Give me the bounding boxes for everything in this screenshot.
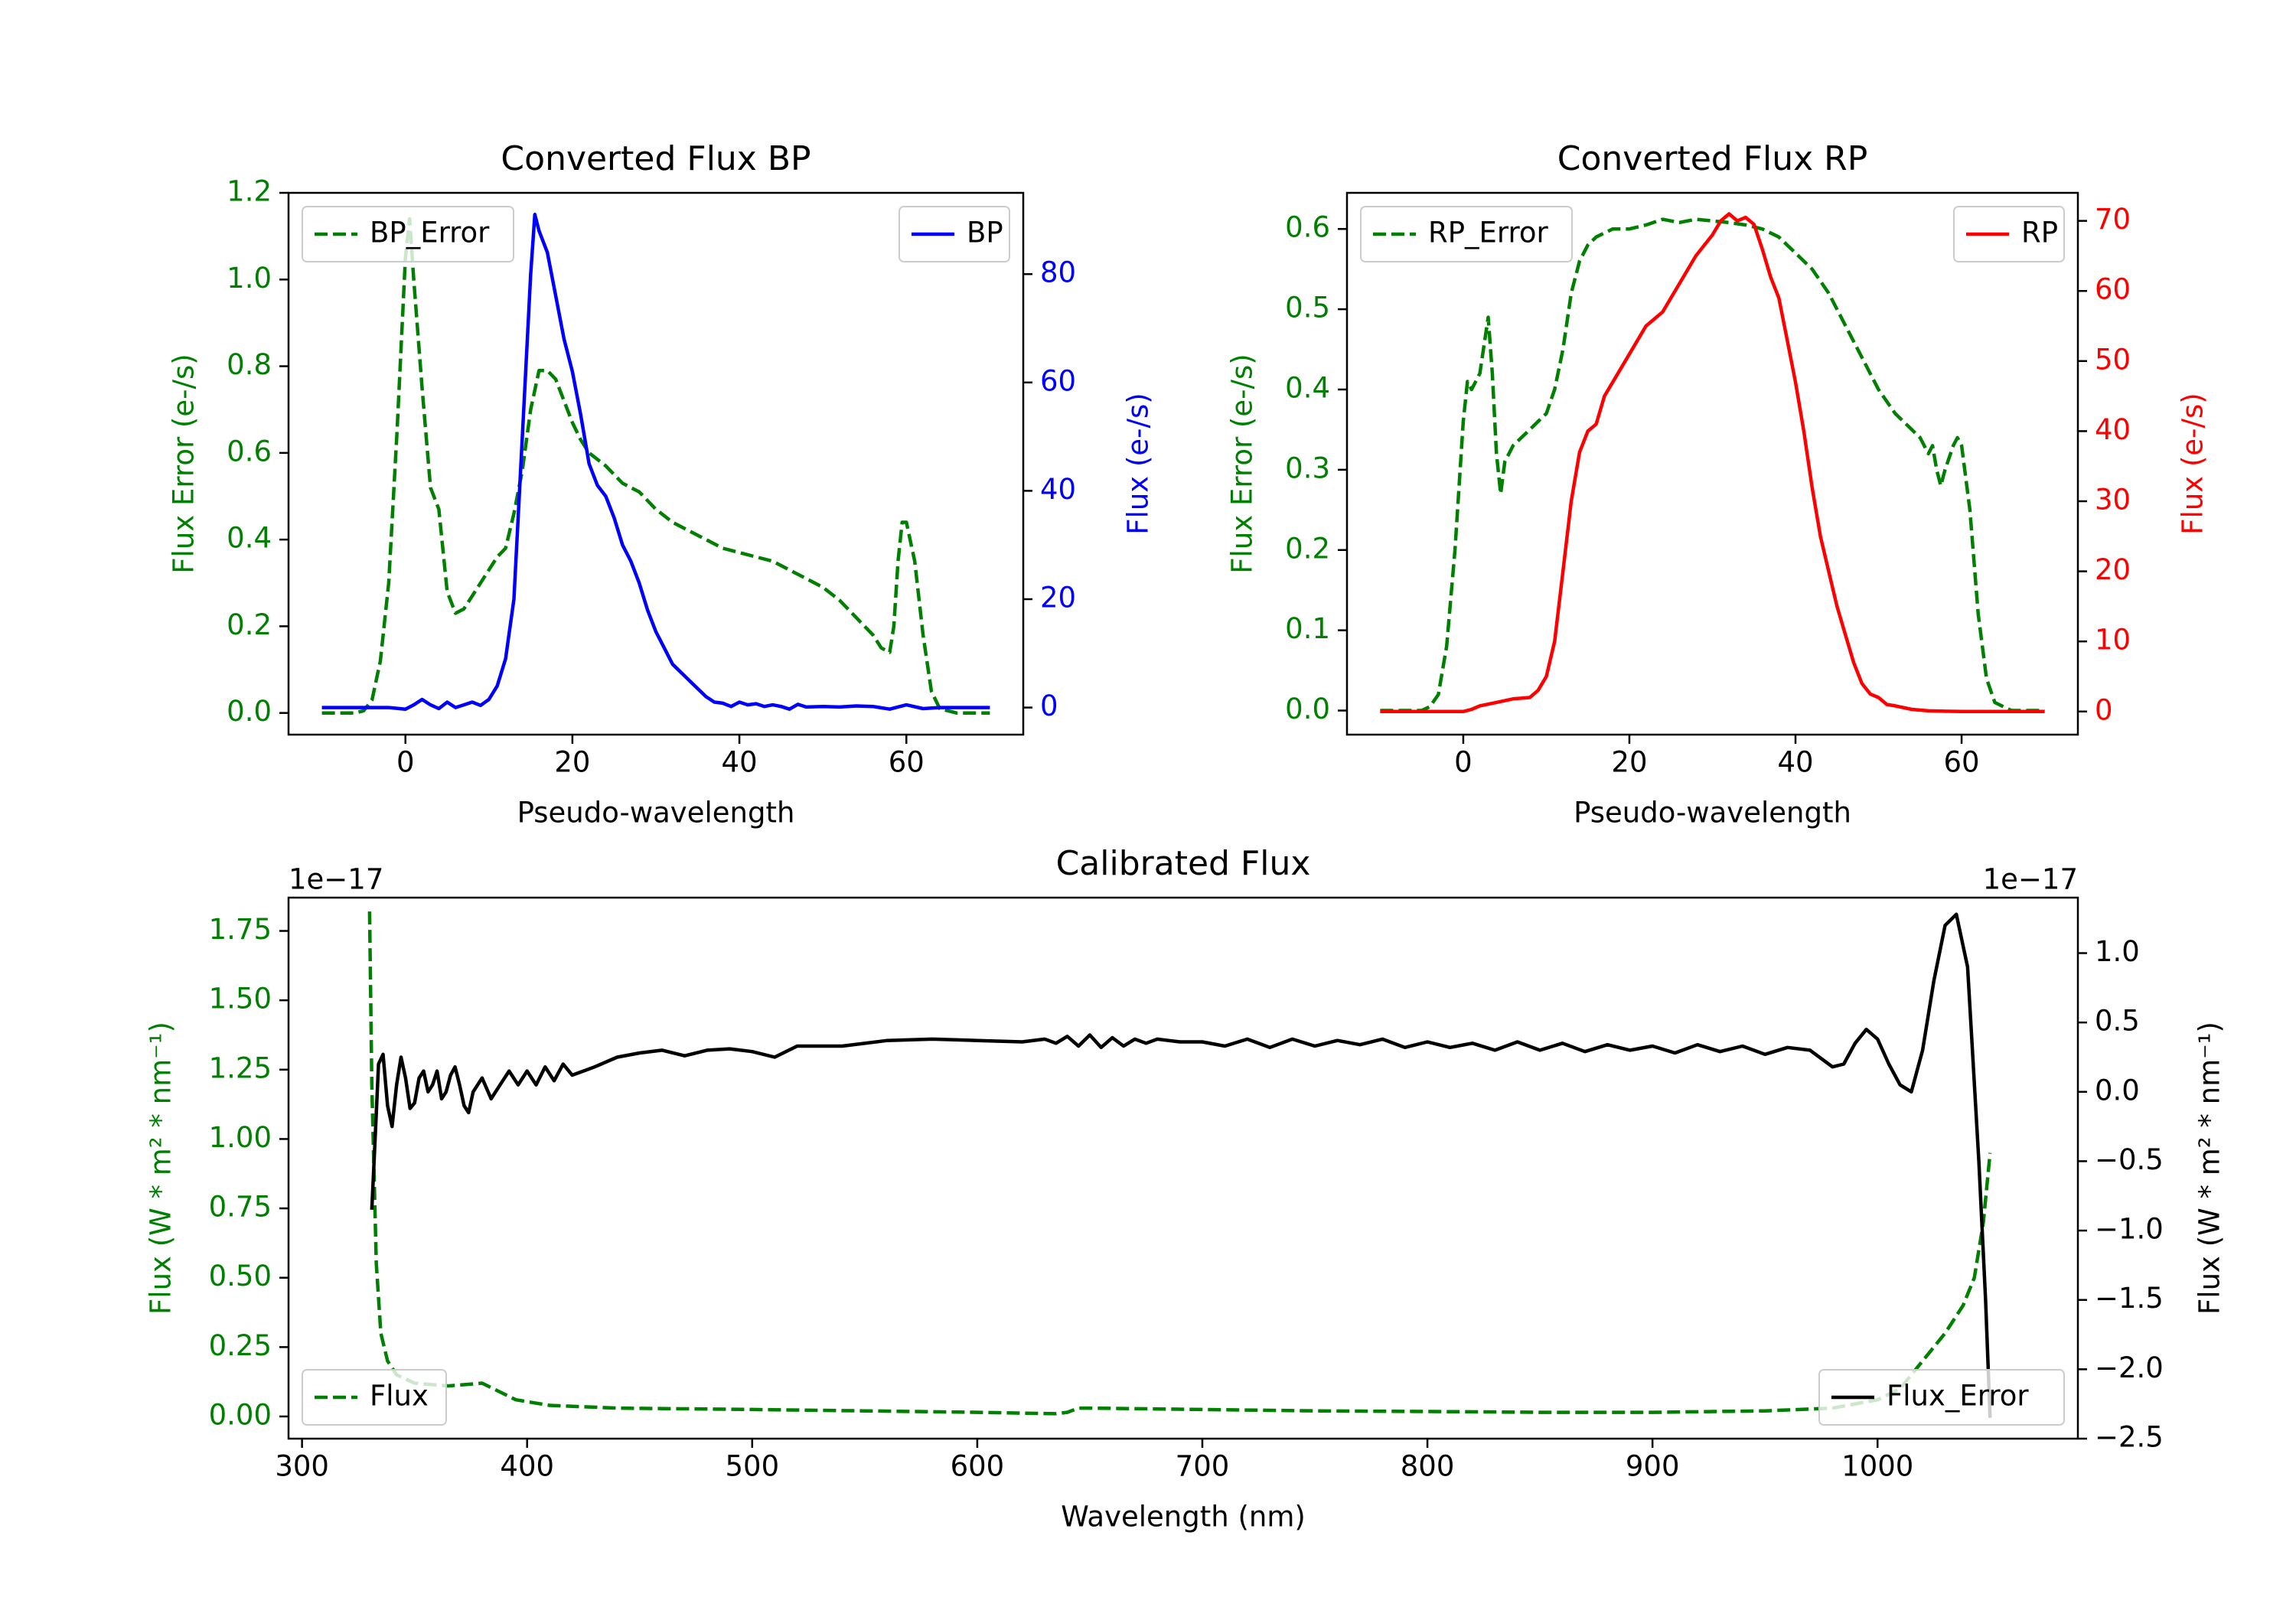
bp-y-left-tick-label: 0.4 (227, 522, 272, 555)
cal-y-left-tick-label: 1.50 (209, 983, 272, 1015)
rp-y-right-tick-label: 10 (2095, 624, 2131, 657)
rp-y-left-tick-label: 0.1 (1285, 612, 1330, 645)
rp-y-right-tick-label: 30 (2095, 484, 2131, 517)
bp-legend-label: BP_Error (370, 217, 490, 249)
cal-y-right-tick-label: −1.0 (2095, 1213, 2164, 1246)
cal-offset-left: 1e−17 (289, 863, 383, 896)
bp-x-axis-label: Pseudo-wavelength (517, 797, 795, 830)
rp-x-tick-label: 40 (1777, 746, 1813, 779)
bp-series-bp-line (321, 213, 990, 711)
bp-x-tick-label: 20 (554, 746, 590, 779)
cal-y-left-tick-label: 1.25 (209, 1051, 272, 1084)
bp-legend-box (302, 206, 514, 262)
rp-x-tick-label: 20 (1611, 746, 1647, 779)
cal-y-left-tick-label: 0.75 (209, 1191, 272, 1224)
bp-y-right-tick-label: 20 (1040, 582, 1076, 614)
rp-y-left-tick-label: 0.4 (1285, 371, 1330, 404)
rp-y-right-tick-label: 70 (2095, 203, 2131, 236)
cal-y-right-tick-label: −2.0 (2095, 1351, 2164, 1384)
bp-legend-label: BP (967, 217, 1003, 249)
cal-y-left-tick-label: 1.75 (209, 913, 272, 946)
rp-y-right-tick-label: 0 (2095, 693, 2113, 726)
bp-y-left-tick-label: 1.2 (227, 175, 272, 208)
rp-series-rp-error-line (1380, 217, 2045, 712)
bp-y-left-tick-label: 0.6 (227, 435, 272, 468)
cal-y-right-axis-label: Flux (W * m² * nm⁻¹) (2193, 1022, 2226, 1315)
cal-y-right-tick-label: 0.0 (2095, 1074, 2140, 1107)
bp-x-tick-label: 60 (889, 746, 925, 779)
cal-x-tick-label: 400 (500, 1450, 554, 1483)
rp-y-left-tick-label: 0.5 (1285, 292, 1330, 324)
cal-y-left-tick-label: 1.00 (209, 1121, 272, 1154)
cal-x-tick-label: 900 (1626, 1450, 1680, 1483)
cal-y-right-tick-label: 1.0 (2095, 935, 2140, 968)
rp-y-right-axis-label: Flux (e-/s) (2177, 393, 2210, 534)
rp-x-tick-label: 60 (1944, 746, 1980, 779)
cal-y-left-tick-label: 0.00 (209, 1398, 272, 1431)
bp-y-left-axis-label: Flux Error (e-/s) (168, 354, 201, 573)
bp-y-right-tick-label: 80 (1040, 256, 1076, 289)
rp-panel: 0 20 40 60 0.0 0.1 0.2 0.3 0.4 0.5 0.6 0 10 20 30 40 50 6… (1226, 139, 2210, 830)
cal-legend-box (302, 1369, 447, 1426)
bp-y-left-tick-label: 0.0 (227, 695, 272, 728)
rp-y-right-tick-label: 50 (2095, 343, 2131, 376)
bp-x-tick-label: 0 (396, 746, 415, 779)
cal-legend-label: Flux (370, 1380, 429, 1413)
rp-legend-box (1360, 206, 1573, 262)
cal-series-flux-line (370, 912, 1992, 1418)
bp-y-left-tick-label: 1.0 (227, 262, 272, 295)
cal-y-left-tick-label: 0.25 (209, 1329, 272, 1362)
cal-x-tick-label: 1000 (1841, 1450, 1913, 1483)
calibrated-panel: 300 400 500 600 700 800 900 1000 0.00 0.25 0.50 0.7… (145, 844, 2226, 1534)
cal-y-right-tick-label: −2.5 (2095, 1421, 2164, 1454)
rp-y-left-tick-label: 0.2 (1285, 532, 1330, 565)
bp-y-right-tick-label: 0 (1040, 689, 1058, 722)
cal-title: Calibrated Flux (1056, 844, 1311, 883)
rp-y-left-axis-label: Flux Error (e-/s) (1226, 354, 1259, 573)
bp-y-right-axis-label: Flux (e-/s) (1122, 393, 1155, 534)
cal-y-right-tick-label: −1.5 (2095, 1282, 2164, 1315)
rp-x-tick-label: 0 (1454, 746, 1473, 779)
cal-y-left-axis-label: Flux (W * m² * nm⁻¹) (145, 1022, 178, 1315)
cal-x-axis-label: Wavelength (nm) (1061, 1501, 1306, 1534)
bp-y-left-tick-label: 0.8 (227, 348, 272, 381)
rp-y-right-tick-label: 20 (2095, 553, 2131, 586)
rp-y-right-tick-label: 60 (2095, 273, 2131, 306)
cal-x-tick-label: 600 (951, 1450, 1005, 1483)
cal-axes-frame (287, 896, 2079, 1440)
rp-y-right-tick-label: 40 (2095, 413, 2131, 446)
bp-y-right-tick-label: 40 (1040, 473, 1076, 506)
rp-y-left-tick-label: 0.3 (1285, 451, 1330, 484)
cal-legend-label: Flux_Error (1887, 1380, 2029, 1413)
bp-axes-frame (287, 191, 1025, 736)
rp-y-left-tick-label: 0.0 (1285, 693, 1330, 725)
cal-legend-box (1818, 1369, 2065, 1426)
cal-x-tick-label: 800 (1401, 1450, 1455, 1483)
bp-panel: 0 20 40 60 0.0 0.2 0.4 0.6 0.8 1.0 1.2 0 20 40 60 80 Con… (168, 139, 1155, 830)
bp-y-left-tick-label: 0.2 (227, 608, 272, 641)
bp-y-right-tick-label: 60 (1040, 364, 1076, 397)
bp-x-tick-label: 40 (722, 746, 758, 779)
cal-x-tick-label: 500 (726, 1450, 780, 1483)
rp-title: Converted Flux RP (1557, 139, 1868, 178)
rp-legend-label: RP_Error (1428, 217, 1548, 249)
bp-title: Converted Flux BP (501, 139, 810, 178)
rp-y-left-tick-label: 0.6 (1285, 211, 1330, 244)
cal-y-right-tick-label: −0.5 (2095, 1143, 2164, 1176)
cal-y-right-tick-label: 0.5 (2095, 1005, 2140, 1038)
rp-x-axis-label: Pseudo-wavelength (1574, 797, 1851, 830)
cal-y-left-tick-label: 0.50 (209, 1260, 272, 1292)
rp-legend-label: RP (2021, 217, 2058, 249)
cal-x-tick-label: 700 (1176, 1450, 1230, 1483)
cal-x-tick-label: 300 (275, 1450, 329, 1483)
rp-axes-frame (1345, 191, 2079, 736)
rp-series-rp-line (1380, 212, 2045, 714)
cal-offset-right: 1e−17 (1983, 863, 2078, 896)
